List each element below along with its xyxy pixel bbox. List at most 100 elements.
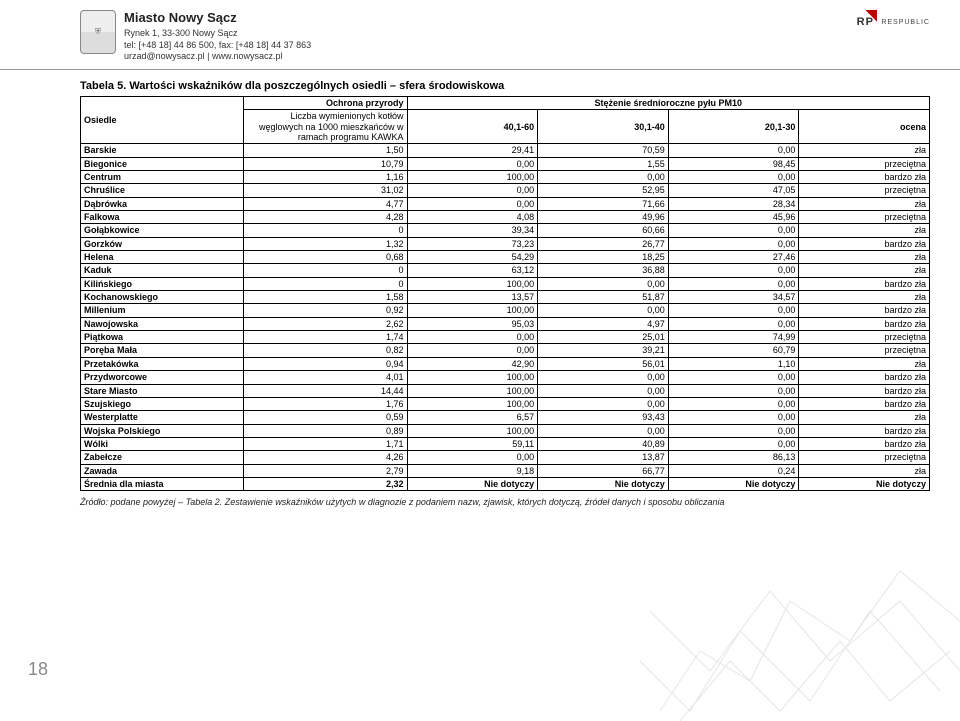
table-row: Nawojowska2,6295,034,970,00bardzo zła xyxy=(81,317,930,330)
cell-osiedle: Nawojowska xyxy=(81,317,244,330)
cell-value: 4,28 xyxy=(244,211,407,224)
th-40-60: 40,1-60 xyxy=(407,110,538,144)
cell-value: 0,00 xyxy=(407,451,538,464)
th-20-30: 20,1-30 xyxy=(668,110,799,144)
table-row: Centrum1,16100,000,000,00bardzo zła xyxy=(81,171,930,184)
cell-value: 0,00 xyxy=(668,144,799,157)
cell-value: 34,57 xyxy=(668,291,799,304)
cell-value: 6,57 xyxy=(407,411,538,424)
cell-value: 1,16 xyxy=(244,171,407,184)
cell-osiedle: Kaduk xyxy=(81,264,244,277)
cell-value: 42,90 xyxy=(407,357,538,370)
table-head: Osiedle Ochrona przyrody Stężenie średni… xyxy=(81,96,930,143)
cell-osiedle: Kilińskiego xyxy=(81,277,244,290)
page-header: ⛨ Miasto Nowy Sącz Rynek 1, 33-300 Nowy … xyxy=(0,0,960,70)
table-row: Zawada2,799,1866,770,24zła xyxy=(81,464,930,477)
cell-osiedle: Przydworcowe xyxy=(81,371,244,384)
table-row: Stare Miasto14,44100,000,000,00bardzo zł… xyxy=(81,384,930,397)
cell-value: 60,79 xyxy=(668,344,799,357)
cell-osiedle: Zabełcze xyxy=(81,451,244,464)
cell-value: 100,00 xyxy=(407,304,538,317)
cell-osiedle: Gorzków xyxy=(81,237,244,250)
cell-value: 4,77 xyxy=(244,197,407,210)
cell-value: 10,79 xyxy=(244,157,407,170)
cell-value: 0,00 xyxy=(668,277,799,290)
cell-osiedle: Kochanowskiego xyxy=(81,291,244,304)
cell-value: 1,50 xyxy=(244,144,407,157)
cell-value: bardzo zła xyxy=(799,304,930,317)
table-row: Średnia dla miasta2,32Nie dotyczyNie dot… xyxy=(81,477,930,490)
cell-value: 1,10 xyxy=(668,357,799,370)
cell-value: 39,21 xyxy=(538,344,669,357)
cell-value: 0,00 xyxy=(538,304,669,317)
cell-value: 100,00 xyxy=(407,371,538,384)
cell-value: 40,89 xyxy=(538,437,669,450)
cell-value: 59,11 xyxy=(407,437,538,450)
th-pm10: Stężenie średnioroczne pyłu PM10 xyxy=(407,96,929,109)
table-row: Przydworcowe4,01100,000,000,00bardzo zła xyxy=(81,371,930,384)
content-area: Tabela 5. Wartości wskaźników dla poszcz… xyxy=(0,70,960,507)
cell-value: 0,00 xyxy=(538,424,669,437)
th-30-40: 30,1-40 xyxy=(538,110,669,144)
cell-value: przeciętna xyxy=(799,211,930,224)
cell-value: 2,62 xyxy=(244,317,407,330)
table-row: Poręba Mała0,820,0039,2160,79przeciętna xyxy=(81,344,930,357)
cell-value: zła xyxy=(799,291,930,304)
cell-value: 86,13 xyxy=(668,451,799,464)
cell-value: 98,45 xyxy=(668,157,799,170)
cell-value: 27,46 xyxy=(668,251,799,264)
table-row: Westerplatte0,596,5793,430,00zła xyxy=(81,411,930,424)
cell-value: 0,00 xyxy=(407,184,538,197)
cell-value: zła xyxy=(799,464,930,477)
cell-value: 1,58 xyxy=(244,291,407,304)
cell-value: 0,00 xyxy=(668,264,799,277)
header-left: ⛨ Miasto Nowy Sącz Rynek 1, 33-300 Nowy … xyxy=(80,10,311,63)
cell-value: 0,00 xyxy=(407,197,538,210)
cell-value: 2,79 xyxy=(244,464,407,477)
page-number: 18 xyxy=(16,647,60,691)
cell-value: 29,41 xyxy=(407,144,538,157)
cell-value: 1,71 xyxy=(244,437,407,450)
table-row: Dąbrówka4,770,0071,6628,34zła xyxy=(81,197,930,210)
table-caption: Tabela 5. Wartości wskaźników dla poszcz… xyxy=(80,80,930,92)
cell-value: 0 xyxy=(244,224,407,237)
cell-value: 0,89 xyxy=(244,424,407,437)
cell-value: 4,26 xyxy=(244,451,407,464)
cell-value: 0,24 xyxy=(668,464,799,477)
cell-value: 1,55 xyxy=(538,157,669,170)
cell-value: zła xyxy=(799,264,930,277)
cell-value: 0,00 xyxy=(668,224,799,237)
table-row: Kochanowskiego1,5813,5751,8734,57zła xyxy=(81,291,930,304)
cell-value: Nie dotyczy xyxy=(407,477,538,490)
cell-value: zła xyxy=(799,224,930,237)
cell-value: przeciętna xyxy=(799,184,930,197)
cell-value: 73,23 xyxy=(407,237,538,250)
cell-value: 13,57 xyxy=(407,291,538,304)
cell-value: 0,59 xyxy=(244,411,407,424)
cell-value: bardzo zła xyxy=(799,437,930,450)
table-row: Barskie1,5029,4170,590,00zła xyxy=(81,144,930,157)
cell-value: 0,00 xyxy=(668,237,799,250)
header-right: RP RESPUBLIC xyxy=(853,10,930,34)
cell-value: 0,00 xyxy=(407,157,538,170)
cell-value: 0,00 xyxy=(538,277,669,290)
th-kotly: Liczba wymienionych kotłów węglowych na … xyxy=(244,110,407,144)
cell-value: 4,01 xyxy=(244,371,407,384)
cell-value: 45,96 xyxy=(668,211,799,224)
background-pattern-icon xyxy=(640,511,960,721)
cell-value: 4,97 xyxy=(538,317,669,330)
cell-osiedle: Biegonice xyxy=(81,157,244,170)
cell-value: 0,00 xyxy=(538,371,669,384)
cell-osiedle: Wólki xyxy=(81,437,244,450)
cell-value: bardzo zła xyxy=(799,384,930,397)
cell-value: 95,03 xyxy=(407,317,538,330)
cell-osiedle: Helena xyxy=(81,251,244,264)
cell-osiedle: Piątkowa xyxy=(81,331,244,344)
cell-value: 0,92 xyxy=(244,304,407,317)
cell-value: 0,00 xyxy=(538,171,669,184)
cell-value: 60,66 xyxy=(538,224,669,237)
cell-value: przeciętna xyxy=(799,331,930,344)
table-row: Wojska Polskiego0,89100,000,000,00bardzo… xyxy=(81,424,930,437)
table-body: Barskie1,5029,4170,590,00złaBiegonice10,… xyxy=(81,144,930,491)
cell-value: 36,88 xyxy=(538,264,669,277)
